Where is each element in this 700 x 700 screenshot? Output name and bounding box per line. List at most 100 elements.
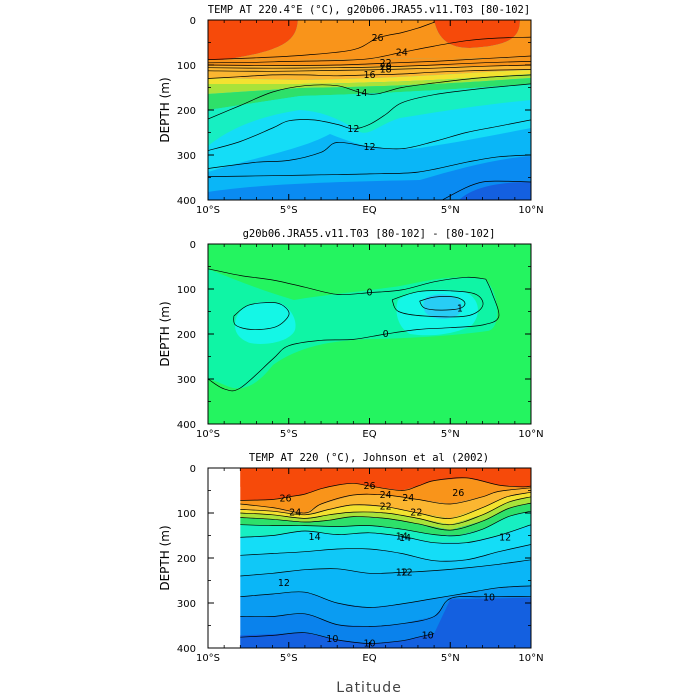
contour-label: 24 (396, 47, 408, 58)
contour-line (233, 302, 290, 330)
filled-band (240, 559, 531, 608)
filled-band (240, 468, 280, 487)
contour-line (208, 64, 531, 72)
contour-line (208, 119, 531, 169)
contour-label: 26 (452, 488, 464, 499)
panel-3-title: TEMP AT 220 (°C), Johnson et al (2002) (249, 452, 489, 464)
y-tick-label: 100 (177, 285, 196, 296)
contour-label: 20 (380, 62, 392, 73)
band-10-east (459, 182, 531, 200)
x-tick-label: 5°S (280, 429, 298, 440)
panel-1: TEMP AT 220.4°E (°C), g20b06.JRA55.v11.T… (158, 4, 544, 216)
y-tick-label: 300 (177, 151, 196, 162)
x-tick-label: 5°N (441, 653, 460, 664)
contour-label: 1 (457, 303, 463, 314)
band-26plus (208, 20, 298, 62)
panel-1-contours: 26 24 222018 16 14 12 12 (208, 21, 531, 200)
contour-line (208, 154, 531, 177)
x-tick-label: EQ (362, 205, 376, 216)
y-tick-label: 200 (177, 330, 196, 341)
band-18-20 (208, 70, 531, 84)
filled-band (240, 511, 531, 543)
filled-band (240, 524, 531, 561)
panel-3-shading (240, 468, 531, 648)
band-16-18 (208, 74, 531, 94)
contour-line (240, 487, 531, 514)
y-tick-label: 100 (177, 509, 196, 520)
contour-line (442, 180, 531, 200)
filled-band (240, 544, 531, 576)
contour-label: 12 (396, 567, 408, 578)
panel-1-ylabel: DEPTH (m) (158, 77, 172, 142)
contour-line (240, 491, 531, 519)
band-12-14 (208, 84, 531, 146)
panel-3-ylabel: DEPTH (m) (158, 525, 172, 590)
contour-line (208, 21, 435, 60)
contour-label: 22 (380, 502, 392, 513)
contour-line (240, 585, 531, 608)
x-tick-label: EQ (362, 653, 376, 664)
contour-line (208, 69, 531, 79)
contour-label: 14 (355, 88, 367, 99)
contour-label: 26 (372, 33, 384, 44)
panel-3-xlabel: Latitude (336, 680, 402, 696)
filled-band (240, 496, 531, 531)
contour-label: 12 (347, 124, 359, 135)
contour-label: 24 (289, 508, 301, 519)
x-tick-label: 5°N (441, 429, 460, 440)
contour-label: 22 (410, 508, 422, 519)
x-tick-label: 5°S (280, 653, 298, 664)
panel-2: g20b06.JRA55.v11.T03 [80-102] - [80-102]… (158, 228, 544, 440)
panel-1-title: TEMP AT 220.4°E (°C), g20b06.JRA55.v11.T… (208, 4, 530, 16)
x-tick-label: 10°N (518, 429, 543, 440)
y-tick-label: 0 (190, 240, 196, 251)
band-14-16 (208, 78, 531, 110)
contour-line (419, 296, 466, 311)
contour-label: 24 (380, 490, 392, 501)
contour-label: 22 (380, 58, 392, 69)
band-neg-one-west (234, 301, 296, 344)
x-tick-label: 10°N (518, 653, 543, 664)
panel-2-contours: 0 0 1 (208, 268, 500, 392)
contour-label: 12 (278, 578, 290, 589)
contour-line (208, 83, 531, 151)
contour-label: 0 (366, 288, 372, 299)
panel-1-shading (208, 20, 531, 200)
y-tick-label: 300 (177, 599, 196, 610)
y-tick-label: 0 (190, 16, 196, 27)
contour-label: 10 (483, 593, 495, 604)
y-tick-label: 100 (177, 61, 196, 72)
y-tick-label: 0 (190, 464, 196, 475)
panel-2-title: g20b06.JRA55.v11.T03 [80-102] - [80-102] (243, 228, 496, 240)
x-tick-label: EQ (362, 429, 376, 440)
contour-label: 10 (422, 630, 434, 641)
contour-line (240, 496, 531, 526)
contour-line (240, 559, 531, 577)
filled-band (240, 487, 531, 519)
contour-label: 0 (383, 329, 389, 340)
contour-label: 12 (499, 532, 511, 543)
contour-line (240, 502, 531, 531)
band-20-22 (208, 66, 531, 80)
y-tick-label: 200 (177, 554, 196, 565)
panel-2-shading (208, 269, 498, 389)
contour-label: 14 (399, 533, 411, 544)
x-tick-label: 10°S (196, 205, 220, 216)
panel-3: TEMP AT 220 (°C), Johnson et al (2002) 2… (158, 452, 544, 696)
y-tick-label: 200 (177, 106, 196, 117)
band-neg-two (423, 294, 462, 319)
contour-label: 14 (396, 531, 408, 542)
y-tick-label: 300 (177, 375, 196, 386)
contour-line (240, 477, 531, 501)
y-tick-label: 400 (177, 196, 196, 207)
contour-line (240, 632, 435, 644)
contour-line (240, 596, 531, 627)
contour-line (208, 268, 486, 295)
contour-label: 18 (380, 65, 392, 76)
x-tick-label: 5°N (441, 205, 460, 216)
x-tick-label: 5°S (280, 205, 298, 216)
contour-line (240, 544, 531, 562)
contour-line (240, 510, 531, 537)
contour-label: 12 (363, 142, 375, 153)
